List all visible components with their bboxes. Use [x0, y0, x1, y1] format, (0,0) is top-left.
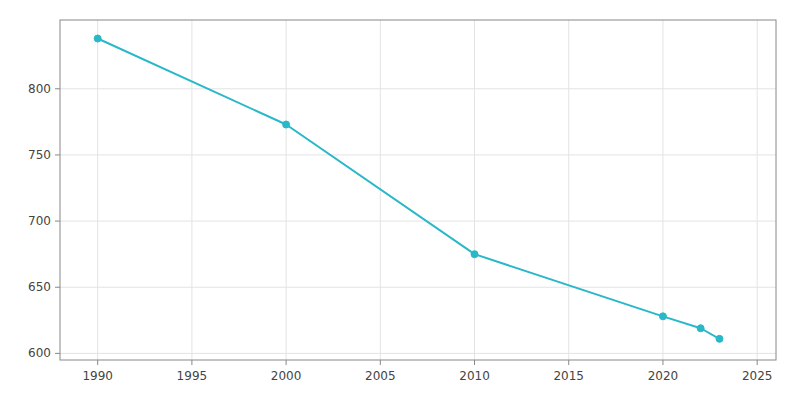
tick-label-y: 650 [28, 280, 51, 294]
tick-x [97, 360, 98, 365]
tick-label-x: 2020 [648, 369, 679, 383]
grid-line-y [60, 287, 776, 288]
grid-line-x [757, 20, 758, 360]
plot-area [60, 20, 776, 360]
tick-y [55, 88, 60, 89]
tick-x [662, 360, 663, 365]
tick-y [55, 287, 60, 288]
tick-y [55, 154, 60, 155]
axes: 1990 1995 2000 2005 2010 2015 2020 2025 600 650 70… [28, 20, 776, 383]
tick-label-x: 1990 [82, 369, 113, 383]
tick-x [757, 360, 758, 365]
tick-label-x: 2025 [742, 369, 773, 383]
grid-line-x [474, 20, 475, 360]
tick-label-x: 2010 [459, 369, 490, 383]
tick-label-y: 750 [28, 148, 51, 162]
plot-frame [60, 20, 776, 360]
tick-x [191, 360, 192, 365]
grid-line-x [97, 20, 98, 360]
point [94, 35, 101, 42]
tick-x [474, 360, 475, 365]
tick-y [55, 221, 60, 222]
tick-label-y: 700 [28, 214, 51, 228]
line [98, 39, 720, 339]
tick-y [55, 353, 60, 354]
chart: 1990 1995 2000 2005 2010 2015 2020 2025 600 650 70… [0, 0, 800, 400]
point [697, 325, 704, 332]
tick-label-x: 1995 [177, 369, 208, 383]
point [283, 121, 290, 128]
grid-line-x [568, 20, 569, 360]
grid-line-y [60, 221, 776, 222]
tick-x [568, 360, 569, 365]
grid-line-y [60, 353, 776, 354]
tick-label-y: 800 [28, 82, 51, 96]
grid-line-x [191, 20, 192, 360]
tick-label-x: 2000 [271, 369, 302, 383]
point [471, 251, 478, 258]
grid-line-x [662, 20, 663, 360]
tick-label-x: 2005 [365, 369, 396, 383]
grid-line-y [60, 154, 776, 155]
tick-label-x: 2015 [553, 369, 584, 383]
grid-line-x [286, 20, 287, 360]
tick-x [286, 360, 287, 365]
grid-line-y [60, 88, 776, 89]
tick-label-y: 600 [28, 346, 51, 360]
chart-container: 1990 1995 2000 2005 2010 2015 2020 2025 600 650 70… [0, 0, 800, 400]
tick-x [380, 360, 381, 365]
point [716, 335, 723, 342]
grid [60, 20, 776, 360]
point [659, 313, 666, 320]
series [94, 35, 723, 342]
